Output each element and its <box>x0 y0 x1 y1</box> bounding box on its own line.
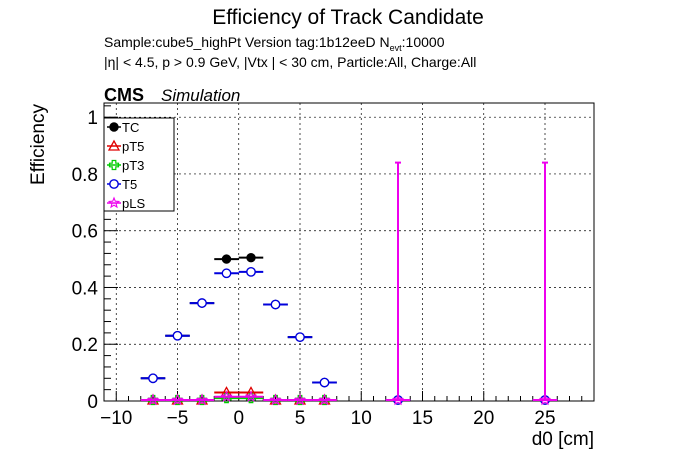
simulation-label: Simulation <box>161 86 240 105</box>
data-point <box>197 298 207 308</box>
series-TC <box>140 252 558 405</box>
data-point <box>172 330 183 341</box>
legend-label: pT3 <box>122 158 144 173</box>
data-point <box>244 390 258 402</box>
grid <box>104 103 594 402</box>
data-point <box>318 393 331 406</box>
legend-item-TC: TC <box>107 120 139 135</box>
data-point <box>270 299 281 310</box>
legend-item-pT5: pT5 <box>107 139 144 154</box>
sample-info: Sample:cube5_highPt Version tag:1b12eeD … <box>104 34 445 53</box>
data-point <box>246 252 256 263</box>
data-point <box>319 377 330 388</box>
legend-marker <box>108 159 120 171</box>
plot-frame <box>103 102 595 402</box>
y-tick-label: 0.6 <box>72 222 98 243</box>
series-pLS <box>140 161 558 406</box>
x-tick-label: 15 <box>412 408 433 429</box>
data-point <box>538 393 552 406</box>
data-point <box>246 266 256 277</box>
legend-marker <box>109 122 119 132</box>
legend-item-pT3: pT3 <box>107 158 144 173</box>
sample-info-tail: :10000 <box>402 34 445 50</box>
legend-marker <box>109 179 119 189</box>
legend-label: pT5 <box>122 139 144 154</box>
data-point <box>269 393 282 406</box>
data-point <box>171 393 184 406</box>
y-tick-label: 0.8 <box>72 165 98 186</box>
sample-info-main: Sample:cube5_highPt Version tag:1b12eeD … <box>104 34 390 50</box>
x-tick-label: 10 <box>351 408 372 429</box>
legend: TC pT5 pT3 T5 pLS <box>103 117 175 212</box>
y-tick-label: 0.4 <box>72 278 99 299</box>
data-points <box>140 161 558 406</box>
legend-item-T5: T5 <box>107 177 137 192</box>
data-point <box>195 393 209 406</box>
data-point <box>295 332 305 343</box>
x-tick-label: 20 <box>473 408 494 429</box>
y-tick-label: 0 <box>87 392 98 413</box>
data-point <box>146 393 160 406</box>
x-tick-label: −5 <box>167 408 189 429</box>
y-tick-label: 1 <box>87 108 98 129</box>
data-point <box>391 393 405 406</box>
data-point <box>293 393 307 406</box>
x-axis-title: d0 [cm] <box>532 429 594 450</box>
axis-ticks: −10 −5 0 5 10 15 20 25 0 0.2 0.4 0.6 0.8 1 <box>72 105 595 429</box>
legend-label: TC <box>122 120 139 135</box>
data-point <box>221 268 232 279</box>
legend-label: pLS <box>122 196 145 211</box>
x-tick-label: 0 <box>233 408 244 429</box>
y-tick-label: 0.2 <box>72 335 98 356</box>
chart-title: Efficiency of Track Candidate <box>212 6 484 29</box>
x-tick-label: 5 <box>295 408 306 429</box>
data-point <box>220 390 233 402</box>
cms-label: CMS <box>104 85 144 105</box>
y-axis-title: Efficiency <box>28 104 49 185</box>
data-point <box>221 254 232 264</box>
sample-info-sub: evt <box>390 43 403 53</box>
x-tick-label: 25 <box>534 408 555 429</box>
data-point <box>148 373 158 384</box>
series-T5 <box>140 266 558 405</box>
legend-marker <box>107 196 121 209</box>
legend-label: T5 <box>122 177 137 192</box>
legend-marker <box>107 139 121 151</box>
legend-item-pLS: pLS <box>107 196 145 211</box>
cuts-info: |η| < 4.5, p > 0.9 GeV, |Vtx | < 30 cm, … <box>104 54 476 70</box>
x-tick-label: −10 <box>100 408 132 429</box>
